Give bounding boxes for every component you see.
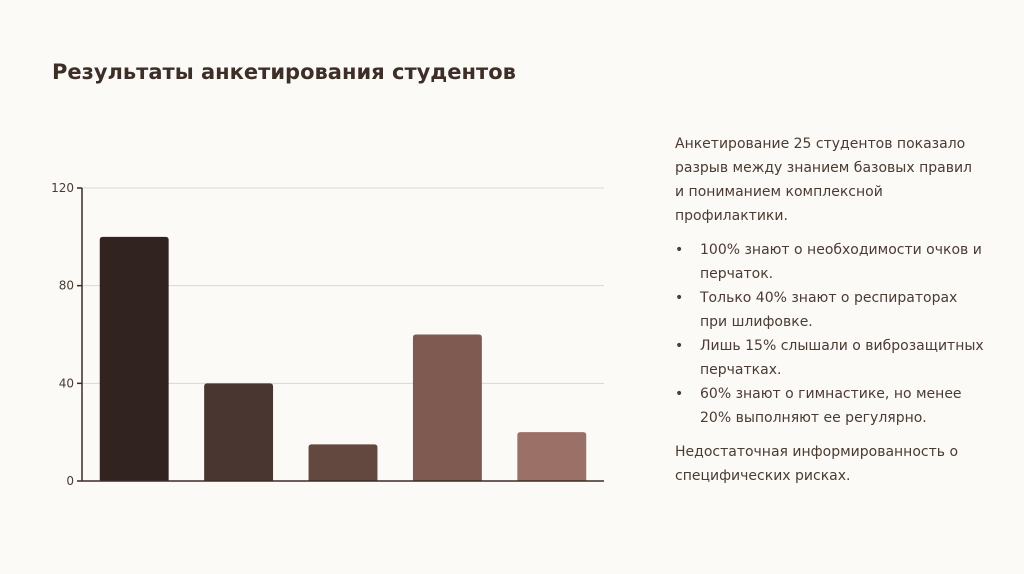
bar <box>308 444 378 481</box>
list-item-text: Лишь 15% слышали о виброзащитных перчатк… <box>700 338 984 378</box>
bar <box>204 383 274 481</box>
list-item: • 100% знают о необходимости очков и пер… <box>675 238 985 286</box>
conclusion-paragraph: Недостаточная информированность о специф… <box>675 444 959 484</box>
bullet-marker: • <box>675 290 684 306</box>
list-item: • Только 40% знают о респираторах при шл… <box>675 286 985 334</box>
y-tick-label: 40 <box>59 376 74 390</box>
bar <box>412 334 482 481</box>
chart-axes <box>77 187 604 482</box>
grid-lines <box>82 187 604 384</box>
list-item-text: 100% знают о необходимости очков и перча… <box>700 242 982 282</box>
bullet-marker: • <box>675 386 684 402</box>
bar <box>99 236 169 481</box>
y-tick-labels: 0 40 80 120 <box>51 181 74 488</box>
chart-bars <box>99 236 587 481</box>
description-panel: Анкетирование 25 студентов показало разр… <box>675 132 985 488</box>
bar <box>517 432 587 481</box>
y-tick-label: 120 <box>51 181 74 195</box>
list-item: • 60% знают о гимнастике, но менее 20% в… <box>675 382 985 430</box>
list-item-text: Только 40% знают о респираторах при шлиф… <box>700 290 958 330</box>
bar-chart: 0 40 80 120 <box>51 181 604 488</box>
slide-title: Результаты анкетирования студентов <box>52 60 516 84</box>
findings-list: • 100% знают о необходимости очков и пер… <box>675 238 985 430</box>
y-tick-label: 0 <box>66 474 74 488</box>
bullet-marker: • <box>675 242 684 258</box>
intro-paragraph: Анкетирование 25 студентов показало разр… <box>675 136 972 224</box>
list-item: • Лишь 15% слышали о виброзащитных перча… <box>675 334 985 382</box>
list-item-text: 60% знают о гимнастике, но менее 20% вып… <box>700 386 962 426</box>
bullet-marker: • <box>675 338 684 354</box>
y-tick-label: 80 <box>59 279 74 293</box>
